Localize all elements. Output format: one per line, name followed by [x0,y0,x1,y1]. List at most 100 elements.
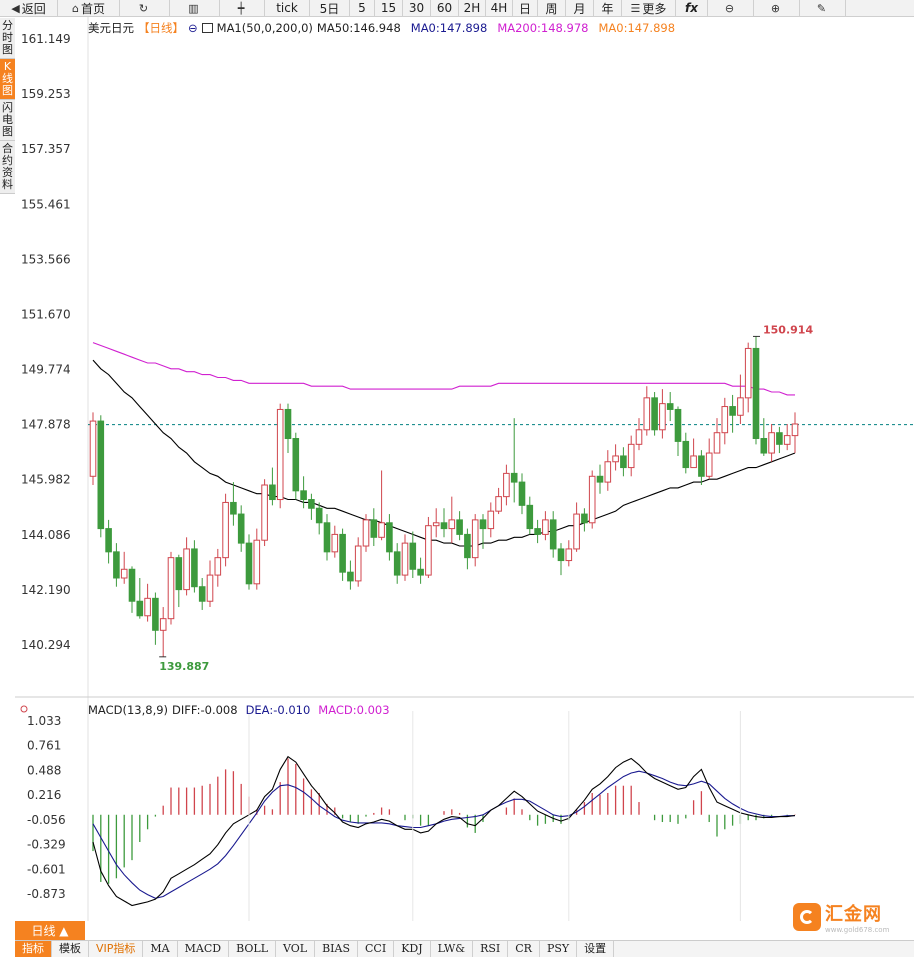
period-tick-label: tick [276,1,298,15]
tab-kline[interactable]: K线图 [0,59,15,100]
candle-down [370,519,378,538]
tab-timeshare[interactable]: 分时图 [0,18,15,59]
formula-button[interactable]: fx [676,0,708,17]
candle-down [518,481,526,506]
chart-type-icon: ▥ [188,1,199,15]
bottom-tab-macd[interactable]: MACD [178,941,230,957]
bottom-tab-vol[interactable]: VOL [276,941,316,957]
candle-type-icon: ┿ [237,1,245,15]
period-month[interactable]: 月 [566,0,594,17]
period-tick[interactable]: tick [265,0,310,17]
period-year-label: 年 [601,1,614,16]
bottom-tab-templates[interactable]: 模板 [52,941,89,957]
home-button-label: 首页 [80,1,105,16]
candle-down [105,528,112,553]
indicator-bar: 指标 模板 VIP指标 MA MACD BOLL VOL BIAS CCI KDJ LW& RSI CR… [15,940,914,957]
settings-icon[interactable]: ⊖ [188,21,198,35]
candle-up [612,455,619,463]
chart-type-button[interactable]: ▥ [170,0,220,17]
candle-up [167,557,175,620]
candle-down [549,519,557,550]
back-button[interactable]: ◀ 返回 [0,0,58,17]
candle-down [581,513,588,524]
bottom-tab-settings[interactable]: 设置 [577,941,615,957]
candle-up [331,533,339,553]
period-week-label: 周 [545,1,558,16]
candle-up [378,522,385,538]
tab-contract[interactable]: 合约资料 [0,141,15,194]
bottom-tab-kdj[interactable]: KDJ [394,941,431,957]
bottom-tab-psy[interactable]: PSY [540,941,578,957]
bottom-tab-bias[interactable]: BIAS [315,941,358,957]
candle-up [362,519,370,547]
period-month-label: 月 [573,1,586,16]
home-button[interactable]: ⌂ 首页 [58,0,120,17]
bottom-tab-vip[interactable]: VIP指标 [89,941,144,957]
candle-down [237,513,245,544]
bottom-tab-lw[interactable]: LW& [431,941,474,957]
candle-down [323,522,331,553]
period-60min[interactable]: 60 [431,0,459,17]
period-2h[interactable]: 2H [459,0,486,17]
diff-label: DIFF:-0.008 [172,703,238,717]
candle-down [666,403,674,410]
chart-area[interactable]: 161.149 159.253 157.357 155.461 153.566 151.6… [15,17,914,921]
macd-name-label: MACD(13,8,9) [88,703,169,717]
candle-up [206,574,214,602]
macd-tick-label: -0.056 [27,813,66,827]
period-2h-label: 2H [463,1,481,15]
candle-down [128,568,136,602]
bottom-tab-ma[interactable]: MA [143,941,178,957]
candle-up [261,484,268,541]
zoom-out-button[interactable]: ⊖ [708,0,754,17]
refresh-button[interactable]: ↻ [120,0,170,17]
candle-down [464,533,471,559]
period-5min[interactable]: 5 [350,0,375,17]
bottom-tab-boll[interactable]: BOLL [229,941,276,957]
candle-up [89,420,97,477]
bottom-tab-cci[interactable]: CCI [358,941,395,957]
period-30min[interactable]: 30 [403,0,431,17]
candle-type-button[interactable]: ┿ [220,0,265,17]
macd-value-label: MACD:0.003 [318,703,390,717]
price-tick-label: 145.982 [21,473,71,487]
ma1-label: MA1(50,0,200,0) [216,21,313,35]
date-label: 2025/08 [714,920,766,921]
period-5day[interactable]: 5日 [310,0,350,17]
candle-down [557,548,565,562]
period-15min[interactable]: 15 [375,0,403,17]
ma200-path [92,342,795,396]
candle-down [175,557,183,591]
ma50-label: MA50:146.948 [316,21,401,35]
candle-up [721,406,729,434]
bottom-tab-rsi[interactable]: RSI [473,941,509,957]
candle-down [776,432,783,445]
max-price-label: 150.914 [763,323,813,336]
macd-tick-label: 0.216 [27,788,61,802]
period-label[interactable]: 【日线】 [138,21,184,35]
formula-button-label: fx [685,1,698,15]
candle-down [292,438,300,492]
period-selector-button[interactable]: 日线 ▲ [15,921,85,940]
period-5day-label: 5日 [319,1,340,16]
candle-down [440,522,448,530]
candle-up [744,347,752,399]
ma200-line [92,342,795,396]
more-button[interactable]: ☰ 更多 [622,0,676,17]
draw-button[interactable]: ✎ [800,0,846,17]
logo-icon [793,903,821,931]
macd-tick-label: -0.329 [27,838,66,852]
bottom-tab-cr[interactable]: CR [508,941,540,957]
tab-flash[interactable]: 闪电图 [0,100,15,141]
main-legend: 美元日元 【日线】 ⊖ MA1(50,0,200,0) MA50:146.948… [88,20,675,36]
period-year[interactable]: 年 [594,0,622,17]
period-week[interactable]: 周 [538,0,566,17]
macd-legend: MACD(13,8,9) DIFF:-0.008 DEA:-0.010 MACD… [88,703,390,717]
bottom-tab-indicators[interactable]: 指标 [15,941,52,957]
period-day[interactable]: 日 [513,0,538,17]
period-4h[interactable]: 4H [486,0,513,17]
zoom-in-button[interactable]: ⊕ [754,0,800,17]
logo: 汇金网 www.gold678.com [793,900,889,934]
chart-icon[interactable] [201,23,213,33]
candle-up [713,432,721,454]
